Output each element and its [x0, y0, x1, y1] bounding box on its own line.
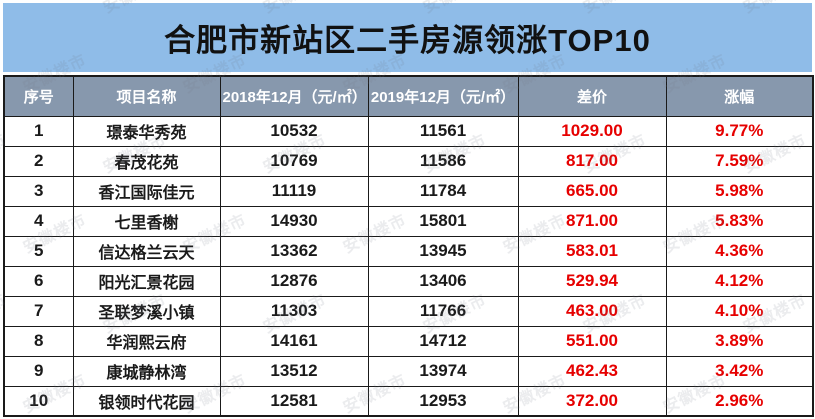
table-row: 1 璟泰华秀苑 10532 11561 1029.00 9.77% [3, 115, 814, 147]
cell-price-2019: 11784 [367, 175, 519, 207]
cell-price-2018: 10532 [219, 115, 369, 147]
table-row: 2 春茂花苑 10769 11586 817.00 7.59% [3, 145, 814, 177]
cell-price-2019: 12953 [367, 385, 519, 417]
cell-project-name: 信达格兰云天 [72, 235, 221, 267]
cell-difference: 665.00 [517, 175, 667, 207]
cell-rank: 2 [3, 145, 74, 177]
cell-project-name: 香江国际佳元 [72, 175, 221, 207]
cell-growth: 3.42% [665, 355, 814, 387]
cell-rank: 5 [3, 235, 74, 267]
cell-growth: 5.98% [665, 175, 814, 207]
cell-difference: 583.01 [517, 235, 667, 267]
table-row: 6 阳光汇景花园 12876 13406 529.94 4.12% [3, 265, 814, 297]
cell-rank: 1 [3, 115, 74, 147]
ranking-table: 序号 项目名称 2018年12月（元/㎡） 2019年12月（元/㎡） 差价 涨… [3, 75, 814, 417]
cell-project-name: 七里香榭 [72, 205, 221, 237]
cell-price-2019: 11766 [367, 295, 519, 327]
cell-price-2018: 12581 [219, 385, 369, 417]
cell-growth: 3.89% [665, 325, 814, 357]
cell-price-2019: 13945 [367, 235, 519, 267]
header-price-2018: 2018年12月（元/㎡） [219, 75, 369, 117]
cell-price-2019: 15801 [367, 205, 519, 237]
table-row: 8 华润熙云府 14161 14712 551.00 3.89% [3, 325, 814, 357]
cell-project-name: 阳光汇景花园 [72, 265, 221, 297]
cell-price-2018: 11119 [219, 175, 369, 207]
cell-growth: 4.10% [665, 295, 814, 327]
cell-price-2019: 14712 [367, 325, 519, 357]
cell-rank: 4 [3, 205, 74, 237]
cell-project-name: 春茂花苑 [72, 145, 221, 177]
cell-difference: 1029.00 [517, 115, 667, 147]
cell-difference: 462.43 [517, 355, 667, 387]
cell-price-2018: 10769 [219, 145, 369, 177]
cell-growth: 4.36% [665, 235, 814, 267]
cell-difference: 372.00 [517, 385, 667, 417]
cell-price-2019: 13974 [367, 355, 519, 387]
cell-growth: 4.12% [665, 265, 814, 297]
cell-project-name: 华润熙云府 [72, 325, 221, 357]
cell-rank: 3 [3, 175, 74, 207]
header-project: 项目名称 [72, 75, 221, 117]
header-growth: 涨幅 [665, 75, 814, 117]
cell-rank: 8 [3, 325, 74, 357]
cell-price-2019: 13406 [367, 265, 519, 297]
table-row: 7 圣联梦溪小镇 11303 11766 463.00 4.10% [3, 295, 814, 327]
cell-growth: 5.83% [665, 205, 814, 237]
table-row: 5 信达格兰云天 13362 13945 583.01 4.36% [3, 235, 814, 267]
cell-rank: 10 [3, 385, 74, 417]
page-title: 合肥市新站区二手房源领涨TOP10 [164, 23, 651, 58]
cell-growth: 7.59% [665, 145, 814, 177]
cell-price-2018: 13512 [219, 355, 369, 387]
cell-difference: 529.94 [517, 265, 667, 297]
cell-rank: 6 [3, 265, 74, 297]
table-header-row: 序号 项目名称 2018年12月（元/㎡） 2019年12月（元/㎡） 差价 涨… [3, 75, 814, 117]
cell-price-2018: 13362 [219, 235, 369, 267]
cell-price-2018: 14161 [219, 325, 369, 357]
header-difference: 差价 [517, 75, 667, 117]
cell-price-2018: 12876 [219, 265, 369, 297]
table-row: 4 七里香榭 14930 15801 871.00 5.83% [3, 205, 814, 237]
cell-rank: 7 [3, 295, 74, 327]
table-body: 1 璟泰华秀苑 10532 11561 1029.00 9.77% 2 春茂花苑 10769 11… [3, 115, 814, 417]
cell-price-2019: 11561 [367, 115, 519, 147]
table-row: 10 银领时代花园 12581 12953 372.00 2.96% [3, 385, 814, 417]
header-price-2019: 2019年12月（元/㎡） [367, 75, 519, 117]
table-row: 3 香江国际佳元 11119 11784 665.00 5.98% [3, 175, 814, 207]
cell-difference: 463.00 [517, 295, 667, 327]
cell-growth: 9.77% [665, 115, 814, 147]
cell-price-2018: 14930 [219, 205, 369, 237]
cell-difference: 817.00 [517, 145, 667, 177]
cell-price-2018: 11303 [219, 295, 369, 327]
cell-growth: 2.96% [665, 385, 814, 417]
cell-project-name: 璟泰华秀苑 [72, 115, 221, 147]
cell-project-name: 银领时代花园 [72, 385, 221, 417]
title-bar: 合肥市新站区二手房源领涨TOP10 [3, 3, 812, 72]
cell-project-name: 康城静林湾 [72, 355, 221, 387]
cell-price-2019: 11586 [367, 145, 519, 177]
cell-project-name: 圣联梦溪小镇 [72, 295, 221, 327]
header-rank: 序号 [3, 75, 74, 117]
cell-difference: 551.00 [517, 325, 667, 357]
cell-difference: 871.00 [517, 205, 667, 237]
table-row: 9 康城静林湾 13512 13974 462.43 3.42% [3, 355, 814, 387]
cell-rank: 9 [3, 355, 74, 387]
